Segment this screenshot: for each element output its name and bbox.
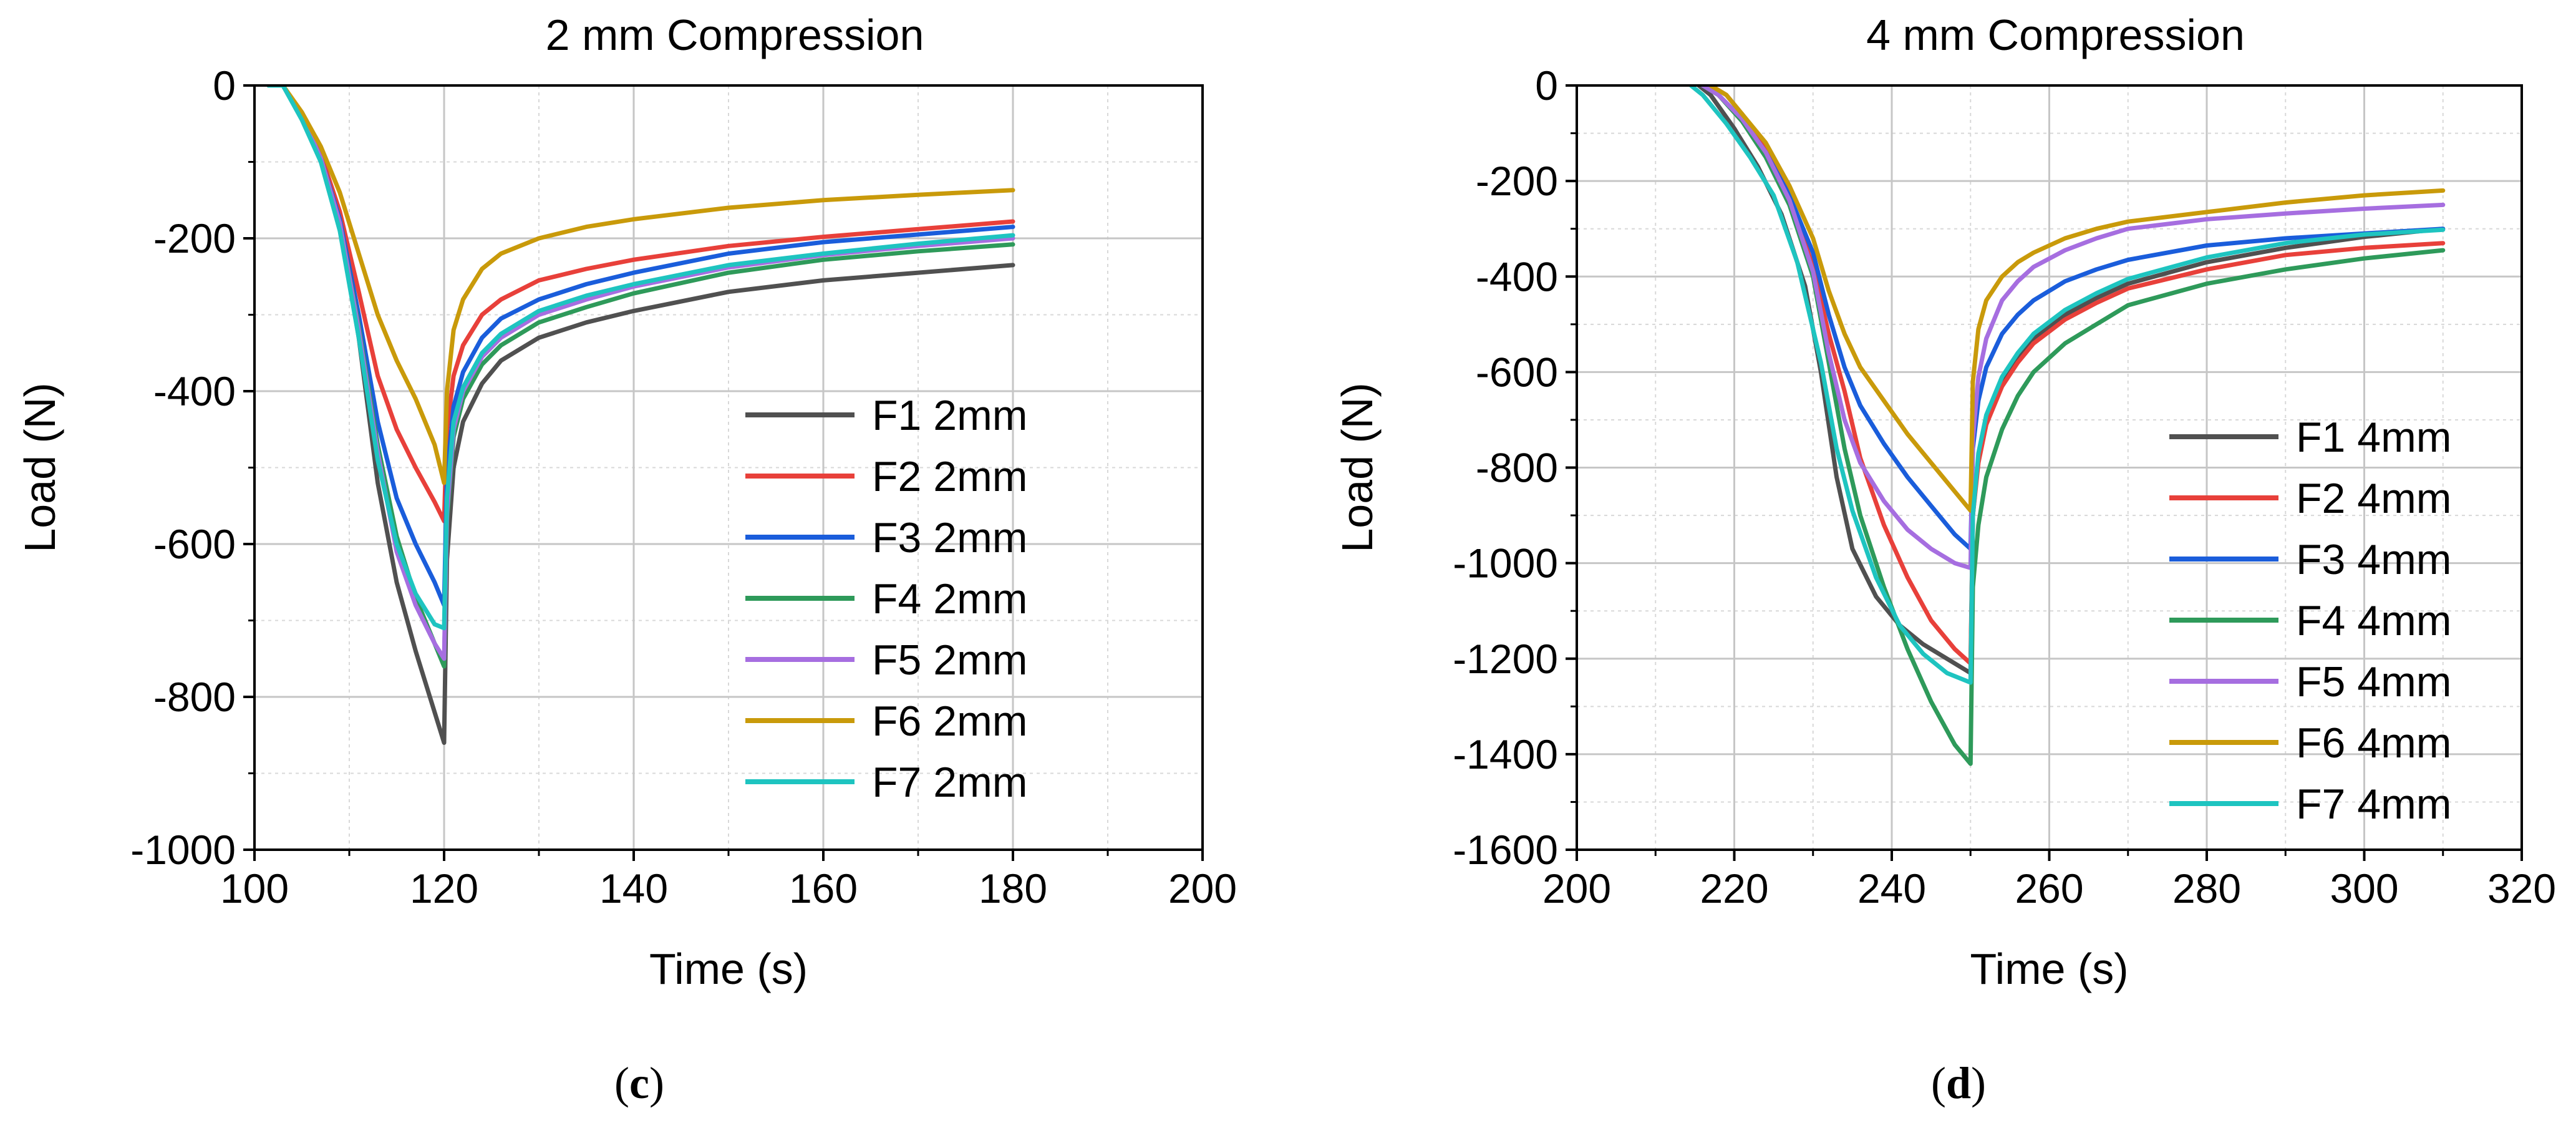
y-tick-label: -800 [1476,445,1558,491]
x-tick-label: 200 [1168,865,1237,912]
legend: F1 4mm F2 4mm F3 4mm F4 4mm F5 4mm F6 4mm F7 4… [2169,414,2451,828]
chart-2mm-compression: 100 120 140 160 180 200 0 -200 -400 -600 -800 -1000… [16,11,1237,993]
legend-label-2: F2 2mm [872,453,1027,500]
legend-label-4: F4 4mm [2296,597,2451,644]
x-tick-label: 160 [789,865,858,912]
panel-caption-c: (c) [614,1058,664,1108]
series-line-7 [1688,85,2446,685]
series-group [1688,85,2446,766]
y-axis-label: Load (N) [1333,382,1382,552]
series-group [266,85,1015,745]
legend-label-1: F1 4mm [2296,414,2451,461]
y-tick-label: -600 [153,521,236,567]
x-tick-label: 220 [1700,865,1768,912]
x-tick-label: 300 [2330,865,2398,912]
chart-title: 4 mm Compression [1866,11,2245,59]
legend-label-3: F3 4mm [2296,536,2451,583]
x-tick-label: 100 [220,865,289,912]
legend-label-5: F5 2mm [872,636,1027,684]
legend-label-3: F3 2mm [872,514,1027,562]
y-tick-label: -800 [153,674,236,720]
y-tick-label: -1000 [130,827,236,873]
axis-ticks: 100 120 140 160 180 200 0 -200 -400 -600 -800 -1000 [130,62,1237,912]
series-line-7 [266,85,1015,631]
x-tick-label: 280 [2172,865,2241,912]
x-tick-label: 200 [1542,865,1611,912]
grid [254,85,1203,850]
y-tick-label: -1200 [1453,636,1558,682]
x-axis-label: Time (s) [1970,945,2128,993]
axis-ticks: 200 220 240 260 280 300 320 0 -200 -400 -600 -800 -1… [1453,62,2556,912]
y-tick-label: 0 [1535,62,1558,109]
legend-label-7: F7 4mm [2296,780,2451,828]
y-tick-label: -400 [153,368,236,414]
y-tick-label: -1600 [1453,827,1558,873]
legend-label-6: F6 4mm [2296,719,2451,767]
y-tick-label: -200 [153,215,236,261]
y-tick-label: -1400 [1453,731,1558,777]
legend: F1 2mm F2 2mm F3 2mm F4 2mm F5 2mm F6 2mm F7 2… [745,392,1027,806]
x-tick-label: 180 [979,865,1047,912]
x-tick-label: 120 [410,865,478,912]
y-axis-label: Load (N) [16,382,64,552]
x-axis-label: Time (s) [649,945,808,993]
legend-label-6: F6 2mm [872,698,1027,745]
x-tick-label: 140 [599,865,668,912]
y-tick-label: -1000 [1453,540,1558,586]
chart-4mm-compression: 200 220 240 260 280 300 320 0 -200 -400 -600 -800 -1… [1333,11,2556,993]
series-line-6 [1708,85,2446,513]
legend-label-1: F1 2mm [872,392,1027,439]
panel-caption-d: (d) [1931,1058,1986,1108]
x-tick-label: 240 [1857,865,1926,912]
legend-label-5: F5 4mm [2296,658,2451,706]
legend-label-2: F2 4mm [2296,475,2451,522]
y-tick-label: 0 [213,62,236,109]
x-tick-label: 260 [2015,865,2083,912]
chart-title: 2 mm Compression [546,11,924,59]
legend-label-4: F4 2mm [872,575,1027,623]
x-tick-label: 320 [2487,865,2556,912]
y-tick-label: -200 [1476,158,1558,204]
y-tick-label: -400 [1476,253,1558,299]
y-tick-label: -600 [1476,349,1558,395]
series-line-6 [266,85,1015,485]
legend-label-7: F7 2mm [872,759,1027,806]
